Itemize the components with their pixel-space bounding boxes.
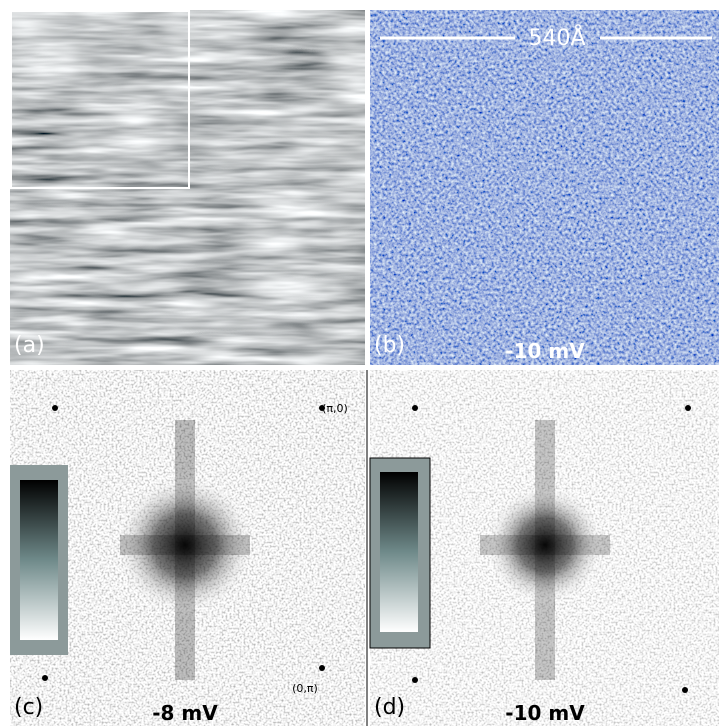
panel-b: 540Å (b) -10 mV <box>370 10 719 365</box>
fft-core <box>485 485 605 605</box>
bragg-peak <box>412 677 418 683</box>
conductance-map <box>370 10 719 365</box>
colorbar <box>380 472 418 632</box>
panel-label: (b) <box>374 333 405 358</box>
bias-label: -8 mV <box>152 701 218 725</box>
scale-label: 540Å <box>528 24 585 51</box>
q-label: (0,π) <box>292 682 318 695</box>
panel-a: (a) <box>10 10 365 365</box>
q-label: (π,0) <box>322 402 348 415</box>
panel-c: (π,0) (0,π) (c) -8 mV <box>10 370 365 726</box>
colorbar <box>20 480 58 640</box>
fft-core <box>115 475 255 615</box>
panel-label: (c) <box>14 695 43 720</box>
bragg-peak <box>685 405 691 411</box>
panel-d: (d) -10 mV <box>369 370 719 726</box>
panel-label: (d) <box>374 695 405 720</box>
bragg-peak <box>42 675 48 681</box>
panel-label: (a) <box>14 333 45 358</box>
inset-frame <box>10 10 190 189</box>
bragg-peak <box>52 405 58 411</box>
bias-label: -10 mV <box>505 701 585 725</box>
bragg-peak <box>319 665 325 671</box>
bragg-peak <box>412 405 418 411</box>
bias-label: -10 mV <box>505 339 585 363</box>
bragg-peak <box>319 405 325 411</box>
bragg-peak <box>682 687 688 693</box>
